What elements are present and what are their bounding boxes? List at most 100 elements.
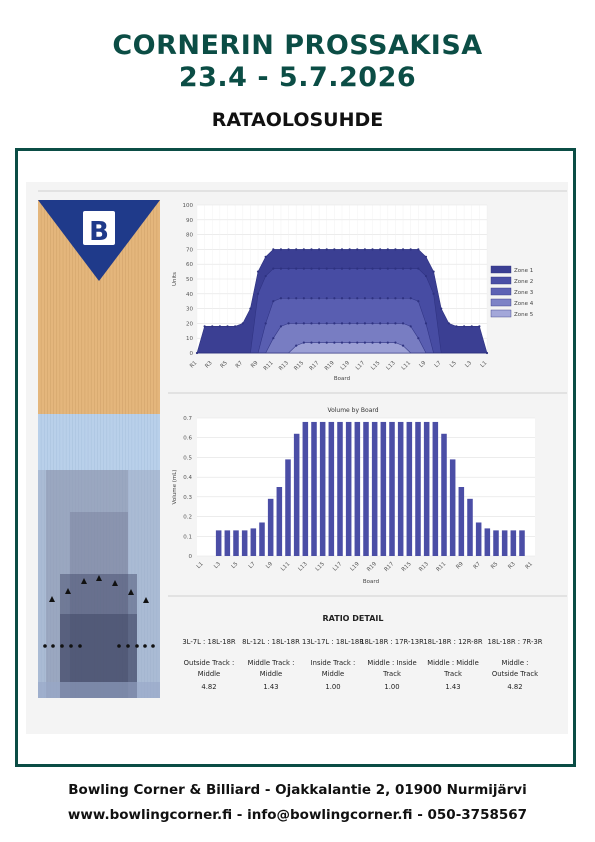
data-point — [371, 297, 374, 300]
data-point — [356, 322, 359, 325]
data-point — [272, 267, 275, 270]
oil-zone-5 — [38, 470, 160, 698]
ratio-track: Outside Track — [492, 670, 538, 678]
x-tick-label: R7 — [473, 561, 483, 571]
bar-L15 — [319, 421, 326, 556]
y-tick-label: 30 — [186, 307, 193, 313]
data-point — [302, 248, 305, 251]
y-tick-label: 20 — [186, 321, 193, 327]
legend-label: Zone 4 — [514, 301, 534, 307]
data-point — [272, 248, 275, 251]
bar-L18 — [345, 421, 352, 556]
x-tick-label: L7 — [248, 561, 257, 570]
x-tick-label: R3 — [507, 561, 517, 571]
bowling-b-logo-icon — [83, 211, 115, 245]
bar-L3 — [215, 530, 222, 556]
x-tick-label: L19 — [349, 561, 361, 573]
data-point — [371, 248, 374, 251]
data-point — [310, 322, 313, 325]
y-tick-label: 50 — [186, 277, 193, 283]
bar-L11 — [285, 459, 291, 556]
arrow-marker — [143, 597, 149, 603]
bar-R6 — [484, 528, 491, 556]
data-point — [333, 248, 336, 251]
data-point — [409, 267, 412, 270]
y-tick-label: 60 — [186, 262, 193, 268]
data-point — [386, 297, 389, 300]
data-point — [226, 325, 229, 328]
lane-oil-lines — [40, 414, 158, 698]
data-point — [348, 341, 351, 344]
legend-label: Zone 5 — [514, 312, 534, 318]
x-tick-label: R17 — [384, 561, 396, 573]
ratio-title: RATIO DETAIL — [323, 614, 384, 623]
x-tick-label: L15 — [315, 561, 327, 573]
ratio-track: Middle Track : — [248, 659, 295, 667]
lane-dot — [135, 644, 139, 648]
ratio-value: 1.43 — [263, 683, 278, 691]
data-point — [211, 325, 214, 328]
ratio-boards: 8L-12L : 18L-18R — [242, 638, 300, 646]
y-tick-label: 0.5 — [183, 455, 192, 461]
x-tick-label: L1 — [196, 561, 205, 570]
bar-R19 — [371, 421, 378, 556]
data-point — [386, 341, 389, 344]
data-point — [264, 322, 267, 325]
arrow-marker — [81, 578, 87, 584]
data-point — [302, 297, 305, 300]
y-tick-label: 80 — [186, 233, 193, 239]
data-point — [394, 248, 397, 251]
lane-dot — [78, 644, 82, 648]
data-point — [363, 248, 366, 251]
bar-L8 — [259, 522, 265, 556]
bar-L10 — [276, 487, 283, 556]
x-tick-label: R15 — [293, 360, 305, 372]
data-point — [424, 322, 428, 325]
y-tick-label: 0.6 — [183, 436, 192, 442]
data-point — [218, 325, 221, 328]
bar-R17 — [389, 421, 395, 556]
data-point — [318, 267, 321, 270]
data-point — [295, 248, 298, 251]
bar-R14 — [415, 421, 421, 556]
data-point — [340, 341, 344, 344]
volume-chart-title: Volume by Board — [327, 407, 378, 414]
y-tick-label: 0.7 — [183, 416, 192, 422]
bar-L9 — [267, 498, 274, 556]
x-tick-label: L3 — [213, 561, 222, 570]
arrow-marker — [65, 588, 71, 594]
legend-swatch — [490, 309, 512, 318]
data-point — [409, 248, 412, 251]
data-point — [256, 292, 260, 295]
data-point — [325, 341, 328, 344]
data-point — [340, 322, 344, 325]
data-point — [356, 341, 359, 344]
data-point — [394, 297, 397, 300]
lane-dot — [51, 644, 55, 648]
data-point — [295, 267, 298, 270]
lane-arrows — [49, 575, 149, 603]
ratio-track: Inside Track : — [311, 659, 356, 667]
data-point — [371, 341, 374, 344]
lane-dot — [69, 644, 73, 648]
bar-R5 — [493, 530, 499, 556]
data-point — [318, 248, 321, 251]
data-point — [424, 274, 428, 278]
legend-label: Zone 3 — [514, 290, 534, 296]
x-tick-label: R13 — [278, 360, 290, 372]
y-tick-label: 0.2 — [183, 515, 192, 521]
data-point — [356, 267, 359, 270]
volume-by-board-chart: 0 0.1 0.2 0.3 0.4 0.5 0.6 0.7 L1 L3 L5 L7 L9 L11 L13 L1… — [172, 416, 535, 585]
ratio-boards: 3L-7L : 18L-18R — [182, 638, 236, 646]
data-point — [279, 297, 283, 300]
data-point — [325, 248, 328, 251]
x-tick-label: R7 — [235, 360, 245, 370]
data-point — [409, 325, 412, 328]
data-point — [325, 267, 328, 270]
legend-swatch — [490, 298, 512, 307]
oil-zone-2 — [60, 574, 137, 698]
ratio-value: 1.43 — [445, 683, 460, 691]
bar-L5 — [233, 530, 239, 556]
data-point — [379, 341, 382, 344]
bar-L13 — [302, 421, 309, 556]
